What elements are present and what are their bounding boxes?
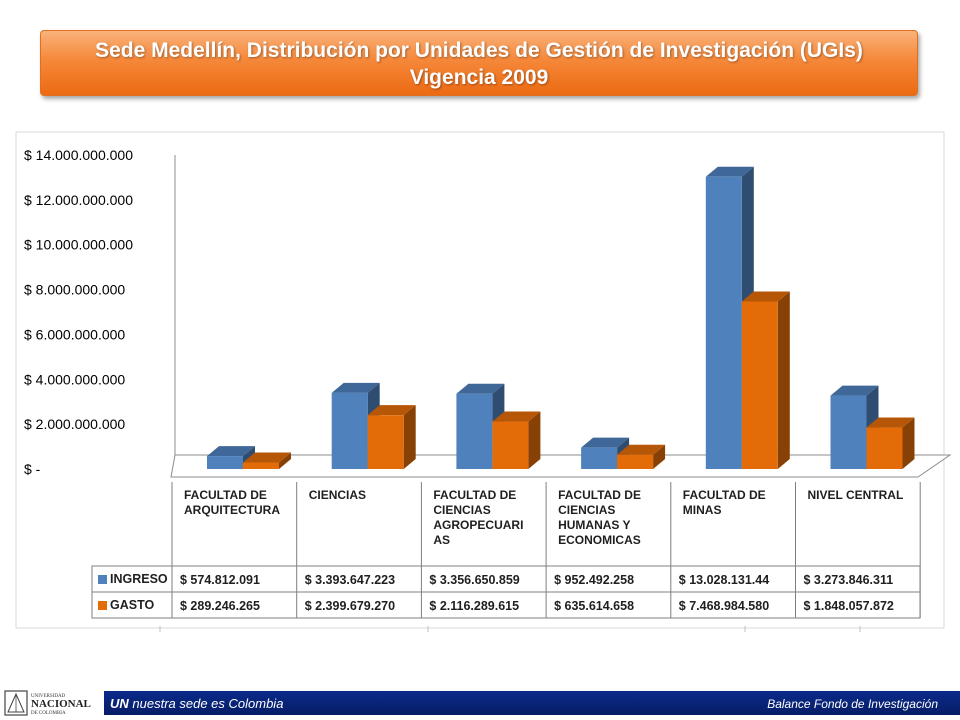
bar-gasto bbox=[367, 415, 404, 469]
y-tick-label: $ 8.000.000.000 bbox=[24, 282, 125, 298]
table-cell: $ 3.356.650.859 bbox=[429, 573, 519, 587]
bar-top bbox=[367, 405, 416, 416]
category-label: FACULTAD DE bbox=[683, 488, 766, 502]
y-tick-label: $ 4.000.000.000 bbox=[24, 371, 125, 387]
bar-side bbox=[902, 417, 915, 469]
bar-chart: $ 14.000.000.000 $ 12.000.000.000 $ 10.000… bbox=[15, 131, 952, 632]
bar-top bbox=[741, 291, 790, 302]
bar-top bbox=[581, 437, 630, 448]
y-tick-label: $ - bbox=[24, 461, 41, 477]
bar-top bbox=[243, 452, 291, 463]
table-cell: $ 7.468.984.580 bbox=[679, 599, 769, 613]
legend-label-ingreso: INGRESO bbox=[110, 572, 168, 586]
bar-gasto bbox=[617, 454, 654, 469]
bar-gasto bbox=[741, 301, 778, 469]
footer-slogan-prefix: UN bbox=[110, 696, 129, 711]
table-row-gasto bbox=[91, 591, 921, 619]
bar-ingreso bbox=[705, 176, 742, 470]
category-label: FACULTAD DE bbox=[433, 488, 516, 502]
y-tick-label: $ 12.000.000.000 bbox=[24, 192, 133, 208]
category-label: HUMANAS Y bbox=[558, 518, 630, 532]
table-cell: $ 952.492.258 bbox=[554, 573, 634, 587]
category-label: AS bbox=[433, 533, 450, 547]
bar-ingreso bbox=[456, 393, 493, 469]
category-label: FACULTAD DE bbox=[184, 488, 267, 502]
y-tick-label: $ 14.000.000.000 bbox=[24, 147, 133, 163]
logo-line2: NACIONAL bbox=[31, 698, 91, 710]
table-cell: $ 289.246.265 bbox=[180, 599, 260, 613]
category-label: CIENCIAS bbox=[558, 503, 615, 517]
bar-gasto bbox=[492, 421, 529, 469]
bar-ingreso bbox=[207, 456, 243, 469]
table-cell: $ 3.273.846.311 bbox=[804, 573, 894, 587]
bar-side bbox=[653, 444, 666, 469]
bar-top bbox=[492, 411, 541, 422]
footer-bar: UN nuestra sede es Colombia Balance Fond… bbox=[104, 691, 960, 715]
bar-top bbox=[331, 382, 380, 393]
bar-ingreso bbox=[581, 447, 618, 469]
title-banner: Sede Medellín, Distribución por Unidades… bbox=[40, 30, 918, 96]
category-label: MINAS bbox=[683, 503, 722, 517]
bar-top bbox=[830, 385, 879, 396]
university-logo: UNIVERSIDAD NACIONAL DE COLOMBIA bbox=[4, 690, 91, 716]
footer-slogan-text: nuestra sede es Colombia bbox=[128, 696, 284, 711]
table-cell: $ 13.028.131.44 bbox=[679, 573, 769, 587]
logo-line3: DE COLOMBIA bbox=[31, 711, 66, 716]
table-cell: $ 1.848.057.872 bbox=[804, 599, 894, 613]
category-label: FACULTAD DE bbox=[558, 488, 641, 502]
category-label: NIVEL CENTRAL bbox=[808, 488, 904, 502]
y-tick-label: $ 6.000.000.000 bbox=[24, 326, 125, 342]
legend-key-gasto bbox=[98, 601, 107, 610]
bar-top bbox=[705, 166, 754, 177]
y-tick-label: $ 2.000.000.000 bbox=[24, 416, 125, 432]
bar-top bbox=[866, 417, 915, 428]
table-cell: $ 635.614.658 bbox=[554, 599, 634, 613]
table-cell: $ 2.116.289.615 bbox=[429, 599, 519, 613]
bar-ingreso bbox=[331, 392, 368, 469]
category-label: AGROPECUARI bbox=[433, 518, 523, 532]
legend-label-gasto: GASTO bbox=[110, 598, 154, 612]
logo-line1: UNIVERSIDAD bbox=[31, 694, 66, 699]
table-cell: $ 2.399.679.270 bbox=[305, 599, 395, 613]
page-subtitle: Vigencia 2009 bbox=[409, 66, 549, 89]
bar-top bbox=[617, 444, 666, 455]
bar-side bbox=[403, 405, 416, 469]
footer: UNIVERSIDAD NACIONAL DE COLOMBIA UN nues… bbox=[0, 686, 960, 720]
category-label: CIENCIAS bbox=[433, 503, 490, 517]
table-cell: $ 574.812.091 bbox=[180, 573, 260, 587]
bar-top bbox=[207, 446, 255, 457]
bar-gasto bbox=[866, 427, 903, 469]
table-cell: $ 3.393.647.223 bbox=[305, 573, 395, 587]
bar-top bbox=[456, 383, 505, 394]
footer-slogan: UN nuestra sede es Colombia bbox=[110, 696, 283, 711]
bar-side bbox=[777, 291, 790, 469]
y-tick-label: $ 10.000.000.000 bbox=[24, 237, 133, 253]
category-label: CIENCIAS bbox=[309, 488, 366, 502]
legend-key-ingreso bbox=[98, 575, 107, 584]
category-label: ECONOMICAS bbox=[558, 533, 641, 547]
chart-frame bbox=[15, 131, 945, 629]
footer-caption: Balance Fondo de Investigación bbox=[767, 697, 938, 711]
bar-side bbox=[528, 411, 541, 469]
bar-gasto bbox=[243, 462, 279, 469]
bar-side bbox=[279, 452, 291, 469]
category-label: ARQUITECTURA bbox=[184, 503, 280, 517]
page-title: Sede Medellín, Distribución por Unidades… bbox=[95, 39, 863, 62]
bar-ingreso bbox=[830, 395, 867, 469]
